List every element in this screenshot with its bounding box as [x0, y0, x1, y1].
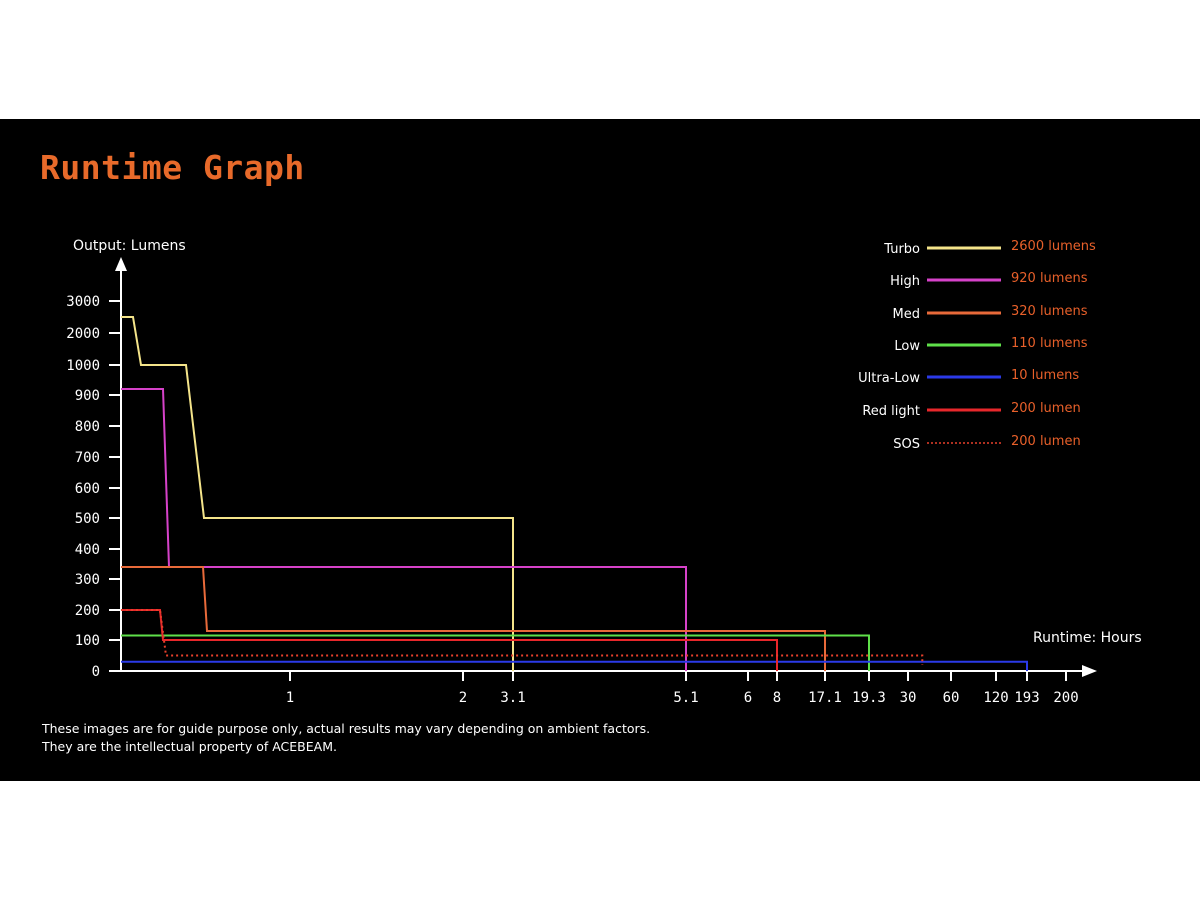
y-tick-label: 100	[75, 633, 100, 649]
x-tick-label: 60	[943, 690, 960, 706]
chart-title: Runtime Graph	[40, 148, 305, 187]
y-axis-label: Output: Lumens	[73, 238, 186, 254]
y-tick-label: 200	[75, 603, 100, 619]
x-tick-label: 17.1	[808, 690, 842, 706]
footnote-line-1: These images are for guide purpose only,…	[42, 721, 651, 736]
x-tick-label: 200	[1053, 690, 1078, 706]
x-tick-label: 120	[983, 690, 1008, 706]
y-tick-label: 3000	[66, 294, 100, 310]
y-tick-label: 400	[75, 542, 100, 558]
x-tick-label: 5.1	[673, 690, 698, 706]
legend-value-turbo: 2600 lumens	[1011, 239, 1096, 254]
x-tick-label: 8	[773, 690, 781, 706]
y-tick-label: 300	[75, 572, 100, 588]
footnote: These images are for guide purpose only,…	[42, 720, 650, 756]
legend-name-low: Low	[894, 339, 920, 354]
x-tick-label: 19.3	[852, 690, 886, 706]
series-line-sos	[121, 609, 924, 665]
legend-name-red-light: Red light	[862, 404, 920, 419]
y-tick-label: 900	[75, 388, 100, 404]
x-tick-label: 193	[1014, 690, 1039, 706]
series-line-med	[121, 566, 826, 671]
y-tick-label: 800	[75, 419, 100, 435]
legend-value-med: 320 lumens	[1011, 304, 1088, 319]
series-line-low	[121, 634, 870, 671]
x-tick-label: 6	[744, 690, 752, 706]
series-line-ultra-low	[121, 660, 1028, 671]
x-tick-label: 3.1	[500, 690, 525, 706]
runtime-graph-panel: Runtime Graph Output: Lumens Runtime: Hou…	[0, 119, 1200, 781]
legend-name-turbo: Turbo	[883, 242, 920, 257]
legend-name-sos: SOS	[893, 437, 920, 452]
y-axis-arrow	[115, 257, 127, 271]
x-axis-label: Runtime: Hours	[1033, 630, 1142, 646]
legend-value-ultra-low: 10 lumens	[1011, 368, 1079, 383]
x-axis-arrow	[1082, 665, 1097, 677]
legend-name-ultra-low: Ultra-Low	[858, 371, 920, 386]
legend-name-high: High	[890, 274, 920, 289]
series-line-turbo	[121, 316, 514, 671]
runtime-chart: Output: Lumens Runtime: Hours 0 100 200 300 40…	[66, 238, 1142, 706]
x-tick-label: 1	[286, 690, 294, 706]
x-tick-label: 2	[459, 690, 467, 706]
legend-value-high: 920 lumens	[1011, 271, 1088, 286]
y-tick-label: 600	[75, 481, 100, 497]
legend-name-med: Med	[893, 307, 920, 322]
legend-value-low: 110 lumens	[1011, 336, 1088, 351]
footnote-line-2: They are the intellectual property of AC…	[42, 739, 337, 754]
legend-value-sos: 200 lumen	[1011, 434, 1081, 449]
legend-value-red-light: 200 lumen	[1011, 401, 1081, 416]
series-line-high	[121, 388, 687, 671]
x-tick-label: 30	[900, 690, 917, 706]
y-tick-label: 500	[75, 511, 100, 527]
y-tick-label: 2000	[66, 326, 100, 342]
y-tick-label: 1000	[66, 358, 100, 374]
y-tick-label: 0	[92, 664, 100, 680]
y-tick-label: 700	[75, 450, 100, 466]
